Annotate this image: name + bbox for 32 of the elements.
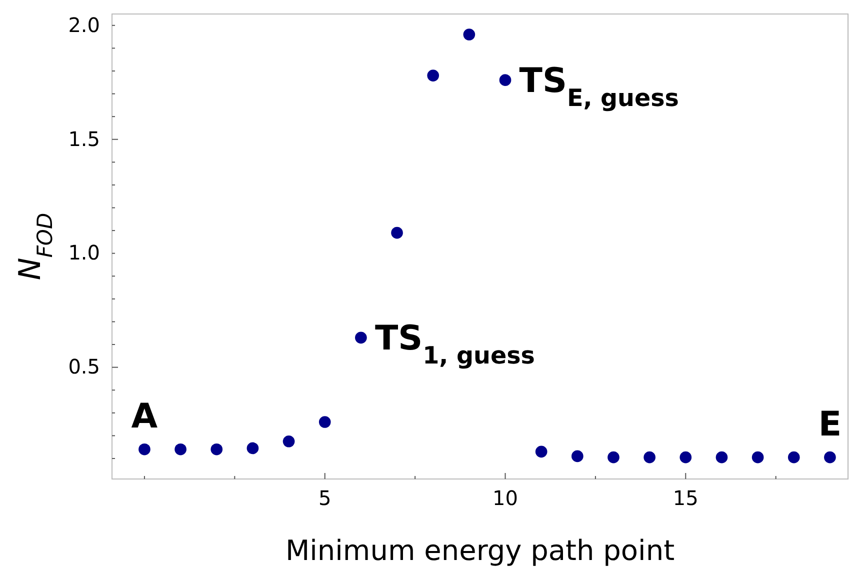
- point: [174, 443, 186, 456]
- point: [752, 451, 764, 464]
- annotation: TS$_{1, guess}$: [374, 318, 535, 370]
- point: [282, 435, 295, 448]
- y-tick-label: 2.0: [68, 12, 100, 37]
- point: [246, 442, 259, 454]
- y-tick-label: 0.5: [68, 354, 100, 379]
- point: [608, 451, 620, 464]
- x-tick-label: 10: [492, 486, 518, 510]
- point: [499, 74, 512, 86]
- annotation: A: [131, 396, 158, 436]
- point: [535, 446, 548, 458]
- point: [571, 450, 584, 462]
- annotation: E: [818, 404, 842, 444]
- point: [680, 451, 692, 464]
- point: [355, 332, 367, 344]
- point: [318, 416, 331, 428]
- x-tick-label: 15: [672, 486, 698, 510]
- point: [824, 451, 836, 464]
- point: [788, 451, 800, 464]
- y-tick-label: 1.5: [68, 126, 100, 151]
- x-tick-label: 5: [318, 486, 332, 510]
- point: [644, 451, 656, 464]
- x-axis-title: Minimum energy path point: [285, 534, 675, 567]
- y-tick-label: 1.0: [68, 240, 100, 265]
- point: [210, 443, 223, 456]
- point: [463, 28, 476, 40]
- point: [391, 226, 403, 239]
- point: [427, 70, 440, 82]
- annotation: TS$_{E, guess}$: [519, 61, 679, 112]
- point: [716, 451, 728, 464]
- point: [138, 443, 150, 456]
